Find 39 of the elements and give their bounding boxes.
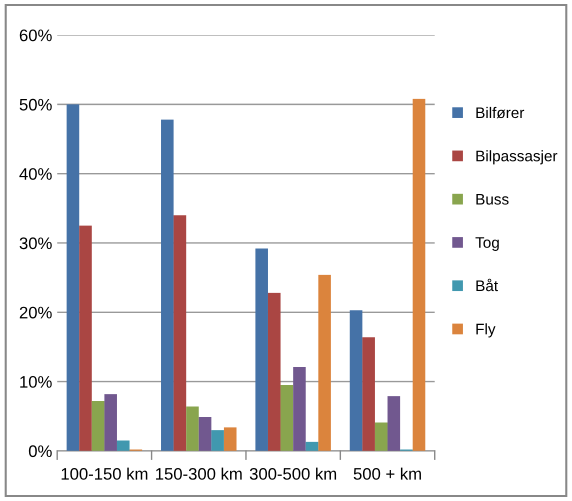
bar	[92, 401, 104, 451]
bar	[198, 416, 212, 451]
bar	[350, 310, 362, 451]
y-tick-label: 0%	[28, 445, 52, 458]
y-tick-label: 20%	[20, 306, 52, 318]
bar	[268, 292, 281, 451]
bar	[66, 104, 80, 451]
bar	[104, 394, 117, 451]
bar	[306, 442, 318, 451]
bar	[186, 406, 199, 451]
legend-label: Bilfører	[476, 106, 524, 118]
bar	[116, 440, 130, 451]
legend-label: Båt	[476, 278, 498, 292]
bar	[374, 422, 388, 451]
legend-label: Bilpassasjer	[476, 150, 558, 164]
bar	[388, 396, 400, 451]
y-tick-label: 50%	[20, 98, 52, 111]
x-tick-label: 150-300 km	[156, 468, 242, 480]
x-tick-label: 100-150 km	[62, 468, 148, 480]
bar	[224, 427, 237, 451]
bar	[211, 430, 224, 451]
legend-label: Fly	[476, 323, 496, 338]
bar	[280, 385, 294, 451]
bar	[318, 274, 331, 451]
bar	[255, 248, 268, 451]
bar	[79, 226, 92, 451]
x-tick-label: 500 + km	[354, 468, 421, 480]
y-tick-label: 30%	[20, 237, 52, 250]
bar	[293, 367, 306, 451]
y-tick-label: 60%	[20, 29, 52, 42]
bar	[161, 120, 174, 451]
legend-label: Buss	[476, 194, 509, 205]
legend-label: Tog	[476, 237, 499, 251]
bar	[412, 98, 426, 451]
bar	[362, 337, 375, 451]
y-tick-label: 40%	[19, 168, 52, 180]
y-tick-label: 10%	[20, 376, 52, 388]
bar	[174, 215, 186, 451]
x-tick-label: 300-500 km	[250, 468, 336, 480]
